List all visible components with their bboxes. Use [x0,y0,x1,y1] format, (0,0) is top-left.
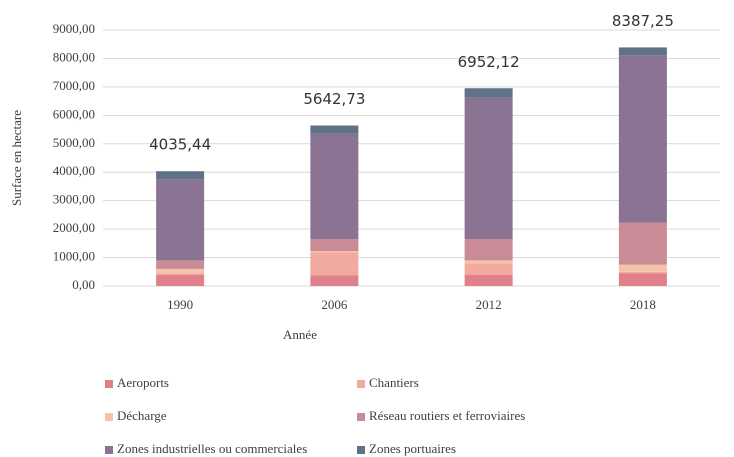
legend-label: Aeroports [117,375,169,390]
x-tick-label: 2012 [476,297,502,312]
total-label: 4035,44 [149,136,211,154]
bar-segment [310,133,359,240]
legend-label: Réseau routiers et ferroviaires [369,408,525,423]
total-label: 5642,73 [303,90,365,108]
y-tick-label: 0,00 [72,277,95,292]
bar-segment [310,275,359,286]
legend-swatch [105,446,113,454]
bar-segment [618,47,667,56]
x-tick-label: 2006 [321,297,348,312]
legend-label: Zones portuaires [369,441,456,456]
y-tick-label: 8000,00 [53,49,95,64]
y-tick-label: 2000,00 [53,220,95,235]
x-tick-label: 1990 [167,297,193,312]
y-tick-label: 5000,00 [53,135,95,150]
bar-segment [464,260,513,264]
legend-label: Zones industrielles ou commerciales [117,441,307,456]
y-tick-label: 3000,00 [53,192,95,207]
bar-segment [464,88,513,98]
legend-label: Chantiers [369,375,419,390]
y-tick-label: 4000,00 [53,163,95,178]
y-tick-label: 6000,00 [53,106,95,121]
y-tick-label: 7000,00 [53,78,95,93]
x-axis-label: Année [283,327,317,342]
bar-segment [156,260,205,269]
bar-segment [310,251,359,253]
bar-segment [310,125,359,134]
bar-segment [464,97,513,240]
bar-segment [618,273,667,286]
legend-swatch [105,380,113,388]
legend-swatch [357,413,365,421]
x-tick-label: 2018 [630,297,656,312]
bar-segment [618,264,667,272]
bar-segment [310,252,359,276]
bar-segment [464,274,513,286]
legend-label: Décharge [117,408,167,423]
bar-segment [156,273,205,275]
bar-segment [310,239,359,252]
y-tick-label: 9000,00 [53,21,95,36]
total-label: 8387,25 [612,12,674,30]
y-axis-label: Surface en hectare [9,110,24,206]
bar-segment [618,271,667,274]
legend-swatch [357,380,365,388]
bar-segment [156,268,205,274]
bar-segment [156,171,205,180]
bar-segment [464,239,513,261]
bar-segment [618,222,667,265]
bar-segment [156,274,205,286]
y-tick-label: 1000,00 [53,249,95,264]
legend-swatch [357,446,365,454]
bar-segment [464,263,513,275]
total-label: 6952,12 [458,53,520,71]
bar-segment [618,55,667,223]
legend-swatch [105,413,113,421]
bar-segment [156,179,205,261]
